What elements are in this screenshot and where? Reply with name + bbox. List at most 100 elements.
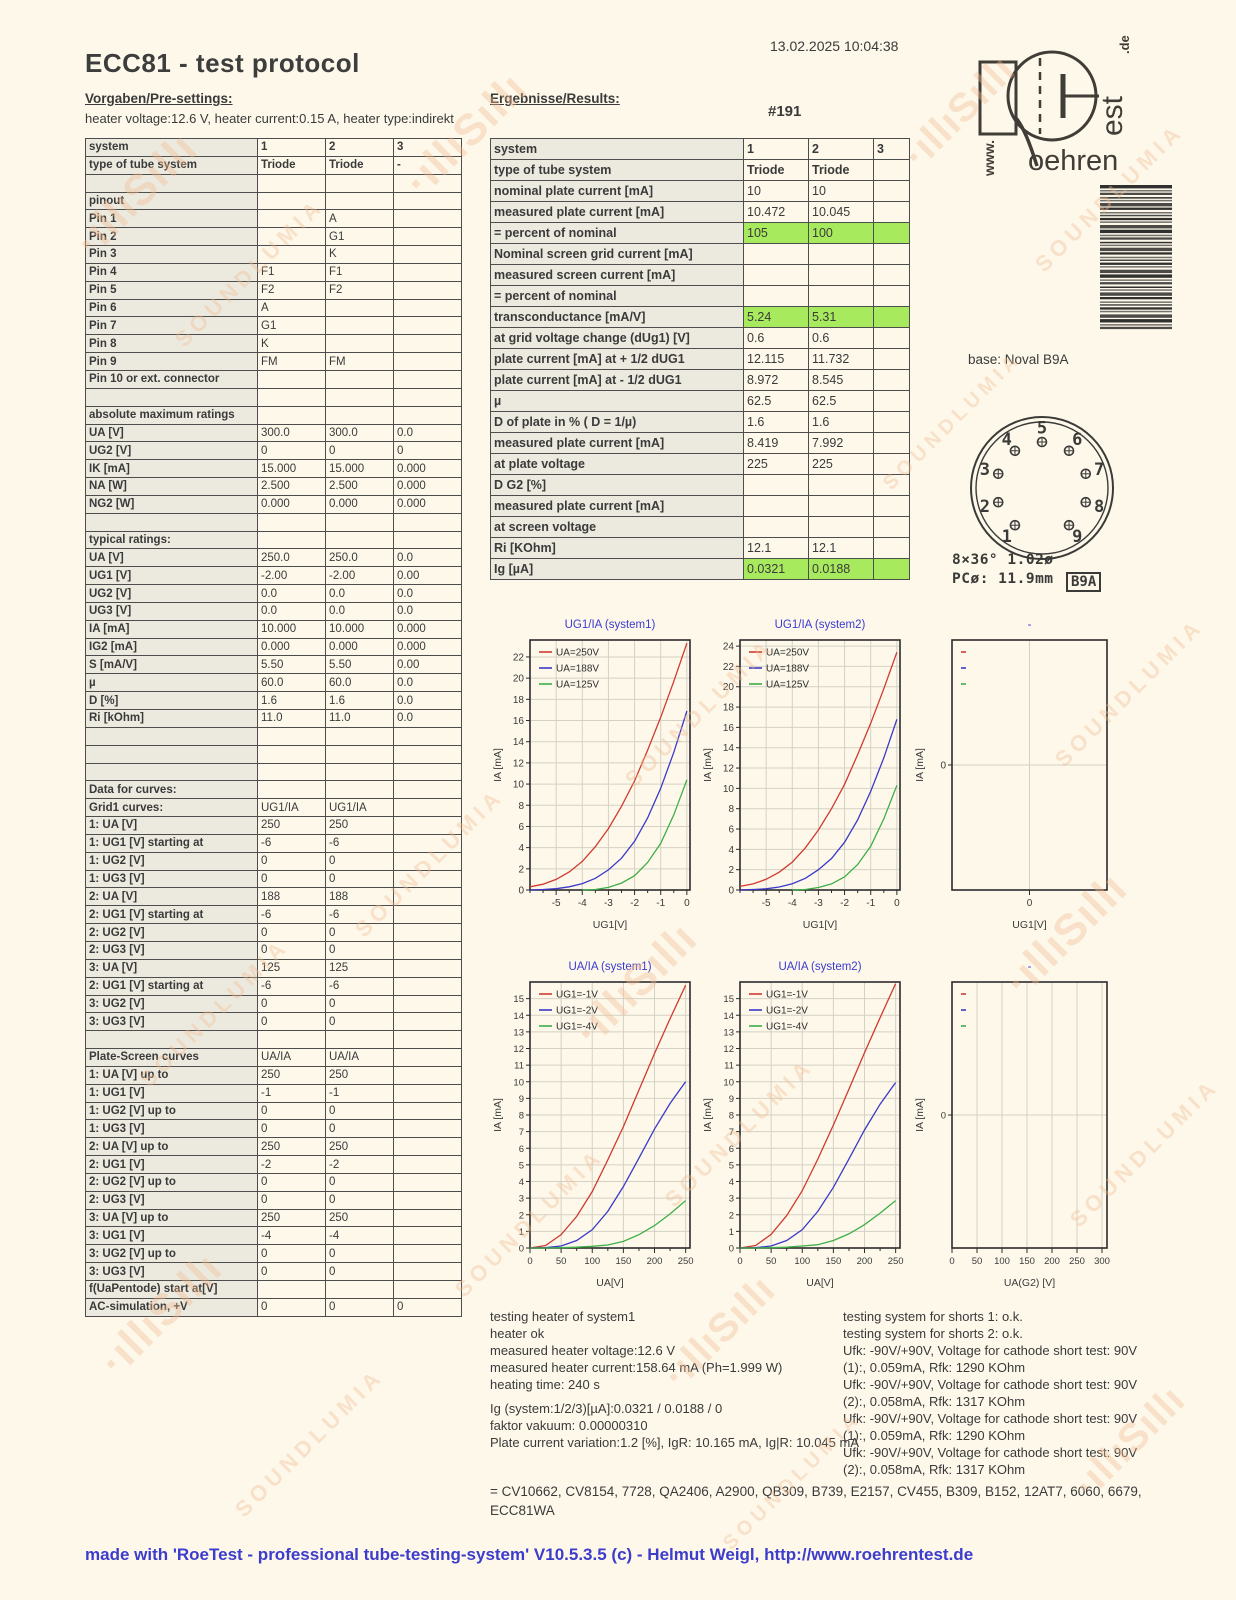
table-row: Pin 5 F2 F2 [85, 280, 462, 300]
table-row: µ 62.5 62.5 [490, 390, 910, 412]
table-row: Grid1 curves: UG1/IA UG1/IA [85, 798, 462, 818]
svg-text:18: 18 [723, 703, 735, 714]
svg-text:IA [mA]: IA [mA] [914, 1098, 926, 1132]
logo-de: .de [1117, 35, 1132, 54]
table-row: UG2 [V] 0.0 0.0 0.0 [85, 584, 462, 603]
table-row: UG3 [V] 0.0 0.0 0.0 [85, 601, 462, 621]
table-row: 3: UG3 [V] 0 0 [85, 1012, 462, 1032]
table-row: type of tube system Triode Triode [490, 159, 910, 181]
cell-value [393, 887, 462, 907]
svg-text:-4: -4 [578, 898, 587, 909]
svg-text:6: 6 [518, 822, 524, 833]
table-row: 3: UA [V] up to 250 250 [85, 1208, 462, 1228]
socket-pin-8: 8 [1080, 496, 1104, 517]
cell-value [393, 1172, 462, 1192]
cell-value [393, 334, 462, 354]
svg-text:-3: -3 [604, 898, 613, 909]
table-row: 2: UG1 [V] -2 -2 [85, 1155, 462, 1174]
cell-value [393, 816, 462, 835]
cell-value: 0.000 [393, 459, 462, 479]
row-label: Pin 2 [85, 227, 258, 247]
table-row: AC-simulation, +V 0 0 0 [85, 1297, 462, 1317]
cell-value: -2.00 [257, 566, 326, 586]
row-label: UG3 [V] [85, 601, 258, 621]
table-row: Pin 2 G1 [85, 227, 462, 247]
timestamp: 13.02.2025 10:04:38 [770, 38, 899, 54]
table-row [85, 726, 462, 746]
row-label: 2: UG1 [V] [85, 1155, 258, 1174]
svg-text:UG1[V]: UG1[V] [803, 919, 838, 931]
row-label: Nominal screen grid current [mA] [490, 243, 744, 265]
cell-value: 0 [257, 1119, 326, 1139]
svg-text:7: 7 [1094, 460, 1104, 480]
cell-value [325, 1030, 394, 1050]
socket-pin-6: 6 [1063, 430, 1082, 457]
cell-value [325, 762, 394, 782]
svg-text:1: 1 [729, 1227, 734, 1238]
cell-value: 11.732 [808, 348, 874, 370]
svg-text:3: 3 [980, 460, 990, 480]
table-row: 3: UA [V] 125 125 [85, 958, 462, 978]
cell-value [393, 280, 462, 300]
svg-text:IA [mA]: IA [mA] [702, 1098, 714, 1132]
svg-text:0: 0 [737, 1256, 742, 1267]
cell-value [393, 1083, 462, 1103]
table-row: D of plate in % ( D = 1/µ) 1.6 1.6 [490, 411, 910, 433]
note-line: measured heater voltage:12.6 V [490, 1343, 676, 1358]
cell-value: 1.6 [257, 691, 326, 710]
svg-text:100: 100 [584, 1256, 600, 1267]
cell-value: -6 [325, 905, 394, 925]
cell-value: 250 [325, 1208, 394, 1228]
note-line: testing heater of system1 [490, 1309, 636, 1324]
row-label [85, 512, 258, 532]
cell-value: 10 [808, 180, 874, 202]
chart-UG1/IA (system1): -5 -4 -3 -2 -1 0 0 2 4 6 8 10 12 14 16 18 20 22 UG1/IA (sy… [490, 598, 696, 941]
svg-text:-: - [1028, 961, 1032, 973]
table-row: measured screen current [mA] [490, 264, 910, 286]
note-line: Ufk: -90V/+90V, Voltage for cathode shor… [843, 1343, 1138, 1358]
cell-value [393, 1262, 462, 1281]
table-row: 2: UG1 [V] starting at -6 -6 [85, 976, 462, 996]
svg-text:6: 6 [728, 825, 734, 836]
cell-value [393, 1048, 462, 1067]
svg-text:8: 8 [518, 801, 524, 812]
chart-empty-5: 0 50 100 150 200 250 300 0 - UA(G2) [V] IA [mA] [912, 946, 1113, 1299]
cell-value [393, 262, 462, 282]
row-label: 1: UG3 [V] [85, 1119, 258, 1139]
row-label: D G2 [%] [490, 474, 744, 496]
cell-value [325, 512, 394, 532]
cell-value: 62.5 [743, 390, 809, 412]
cell-value [257, 726, 326, 746]
row-label: Ri [KOhm] [490, 537, 744, 559]
row-label: Grid1 curves: [85, 798, 258, 818]
cell-value: 0.000 [257, 637, 326, 657]
cell-value [393, 923, 462, 942]
cell-value [743, 264, 809, 286]
socket-pin-2: 2 [980, 496, 1004, 517]
cell-value: G1 [325, 227, 394, 247]
row-label [85, 726, 258, 746]
row-label: type of tube system [85, 155, 258, 175]
cell-value [743, 474, 809, 496]
row-label: D [%] [85, 691, 258, 710]
cell-value: 12.1 [743, 537, 809, 559]
row-label: Pin 6 [85, 298, 258, 318]
cell-value: 250.0 [257, 548, 326, 568]
cell-value [873, 180, 910, 202]
cell-value [393, 869, 462, 889]
table-row: UG1 [V] -2.00 -2.00 0.00 [85, 566, 462, 586]
shorts-test-notes: testing system for shorts 1: o.k. testing… [843, 1308, 1137, 1478]
svg-text:4: 4 [519, 1177, 524, 1188]
cell-value: 10.045 [808, 201, 874, 223]
cell-value: 0 [257, 441, 326, 461]
cell-value [393, 780, 462, 800]
cell-value: -6 [325, 833, 394, 853]
cell-value: 250 [257, 1208, 326, 1228]
cell-value [873, 369, 910, 391]
row-label: 2: UA [V] up to [85, 1137, 258, 1157]
table-row: Nominal screen grid current [mA] [490, 243, 910, 265]
table-row: Pin 9 FM FM [85, 352, 462, 371]
row-label: = percent of nominal [490, 222, 744, 244]
cell-value: 250 [325, 816, 394, 835]
svg-text:50: 50 [766, 1256, 777, 1267]
